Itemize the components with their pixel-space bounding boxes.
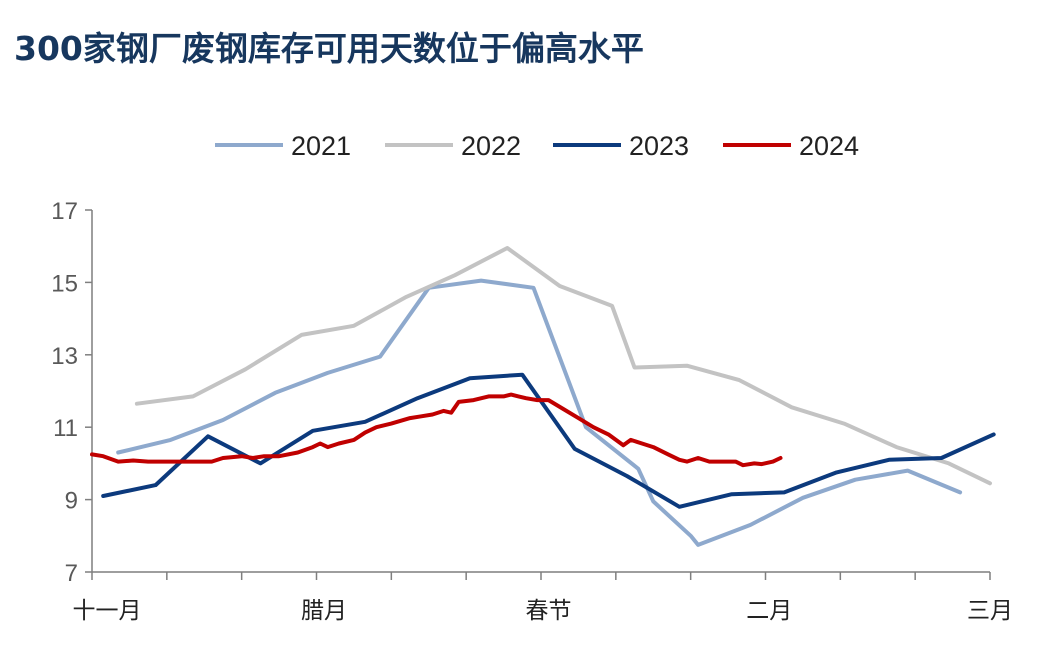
x-tick-label: 十一月 <box>72 598 141 624</box>
x-tick-label: 三月 <box>967 598 1013 624</box>
legend-label-2024: 2024 <box>799 131 859 161</box>
axes: 7 9 11 13 15 17 十一月 腊月 春节 二月 三月 <box>51 198 1013 624</box>
y-tick-label: 11 <box>53 415 78 442</box>
legend: 2021 2022 2023 2024 <box>215 131 859 161</box>
y-tick-label: 15 <box>51 270 78 297</box>
x-tick-label: 二月 <box>746 598 792 624</box>
y-tick-label: 9 <box>65 488 78 515</box>
series-line-2024 <box>90 392 783 468</box>
y-tick-label: 7 <box>65 560 78 587</box>
series-line-2021 <box>116 278 963 547</box>
legend-label-2022: 2022 <box>461 131 521 161</box>
y-tick-label: 17 <box>51 198 78 225</box>
series-layer <box>90 246 996 547</box>
legend-label-2023: 2023 <box>629 131 689 161</box>
x-tick-label: 春节 <box>525 598 571 624</box>
chart-title: 300家钢厂废钢库存可用天数位于偏高水平 <box>14 29 644 68</box>
series-line-2022 <box>134 246 992 486</box>
x-tick-label: 腊月 <box>301 598 347 624</box>
legend-label-2021: 2021 <box>291 131 351 161</box>
y-tick-label: 13 <box>51 343 78 370</box>
series-line-2023 <box>101 372 996 509</box>
